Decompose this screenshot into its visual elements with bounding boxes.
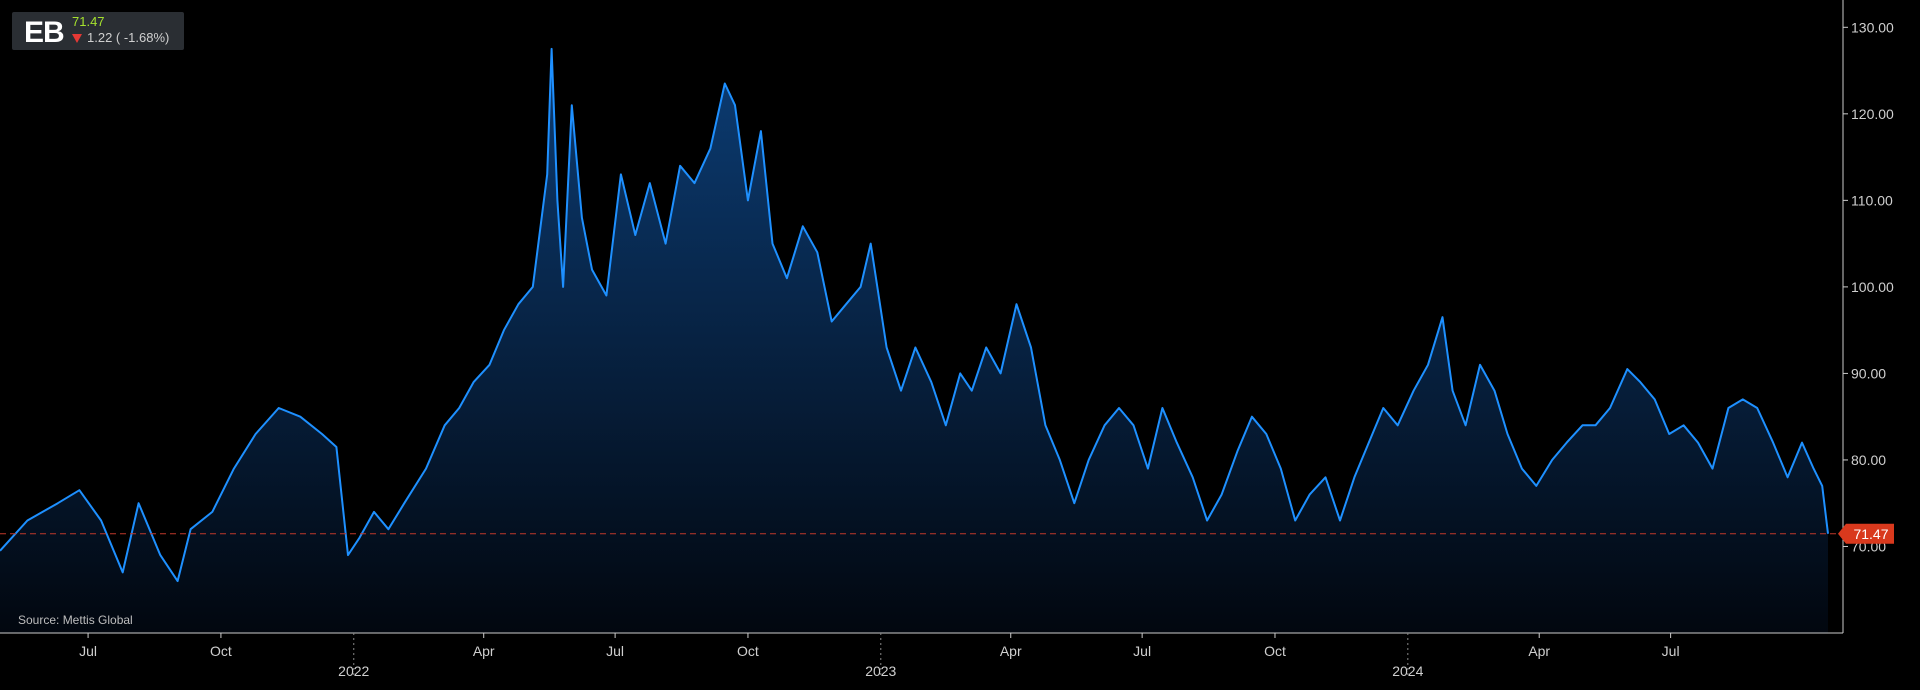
- x-tick-label: Apr: [473, 643, 495, 659]
- x-tick-label: Jul: [1133, 643, 1151, 659]
- x-tick-label: Oct: [1264, 643, 1286, 659]
- down-arrow-icon: [72, 34, 82, 44]
- y-tick-label: 120.00: [1851, 106, 1894, 122]
- x-tick-label: Apr: [1000, 643, 1022, 659]
- x-tick-label: Oct: [737, 643, 759, 659]
- y-tick-label: 100.00: [1851, 279, 1894, 295]
- y-tick-label: 80.00: [1851, 452, 1886, 468]
- ticker-change-row: 1.22 ( -1.68%): [72, 30, 169, 45]
- ticker-change: 1.22 ( -1.68%): [87, 30, 170, 45]
- x-tick-label: Jul: [606, 643, 624, 659]
- price-line: [0, 47, 1829, 583]
- ticker-symbol: EB: [24, 16, 65, 49]
- x-tick-label: Jul: [1662, 643, 1680, 659]
- year-label: 2023: [865, 663, 896, 679]
- y-tick-label: 130.00: [1851, 19, 1894, 35]
- year-label: 2024: [1392, 663, 1423, 679]
- year-label: 2022: [338, 663, 369, 679]
- ticker-price: 71.47: [72, 14, 105, 29]
- last-price-tag-label: 71.47: [1853, 526, 1888, 542]
- source-label: Source: Mettis Global: [18, 613, 133, 627]
- y-tick-label: 90.00: [1851, 365, 1886, 381]
- x-tick-label: Oct: [210, 643, 232, 659]
- last-price-tag: [1838, 523, 1894, 544]
- price-area: [0, 48, 1828, 633]
- x-tick-label: Jul: [79, 643, 97, 659]
- ticker-summary: EB 71.47 1.22 ( -1.68%): [12, 12, 184, 50]
- y-tick-label: 110.00: [1851, 192, 1893, 208]
- x-tick-label: Apr: [1528, 643, 1550, 659]
